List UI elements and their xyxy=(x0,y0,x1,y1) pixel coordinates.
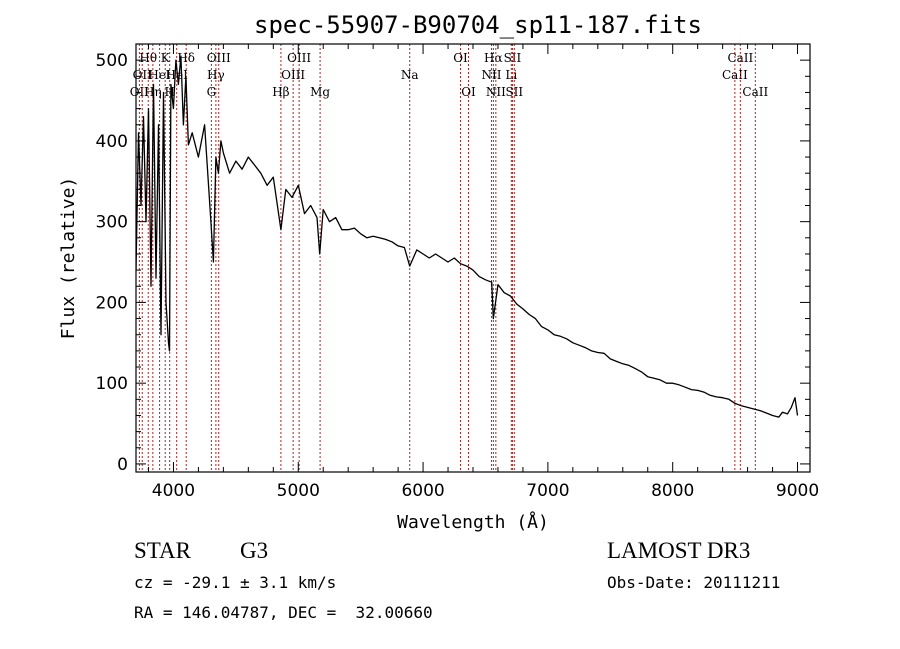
line-marker-label: Hγ xyxy=(207,68,225,82)
y-tick-label: 400 xyxy=(96,132,128,152)
x-axis-label: Wavelength (Å) xyxy=(397,511,549,533)
line-marker-label: OIII xyxy=(281,68,305,82)
x-tick-label: 7000 xyxy=(526,481,569,501)
redshift-velocity: cz = -29.1 ± 3.1 km/s xyxy=(134,573,337,592)
x-tick-label: 8000 xyxy=(651,481,694,501)
line-marker-label: Hθ xyxy=(139,51,157,65)
line-marker-label: SII xyxy=(505,85,523,99)
line-marker-label: Mg xyxy=(310,85,330,99)
line-marker-label: H xyxy=(164,85,174,99)
line-marker-label: HeI xyxy=(148,68,171,82)
line-marker-label: K xyxy=(161,51,171,65)
y-tick-label: 0 xyxy=(117,455,128,475)
plot-frame xyxy=(135,43,811,473)
line-marker-label: CaII xyxy=(722,68,748,82)
line-marker-label: G xyxy=(207,85,217,99)
line-marker-label: NII xyxy=(486,85,506,99)
line-marker-label: OIII xyxy=(287,51,311,65)
x-tick-label: 6000 xyxy=(401,481,444,501)
spectrum-line xyxy=(136,55,799,418)
line-marker-label: Hα xyxy=(484,51,503,65)
survey-label: LAMOST DR3 xyxy=(607,538,751,563)
observation-date: Obs-Date: 20111211 xyxy=(607,573,781,592)
y-tick-label: 500 xyxy=(96,51,128,71)
sky-coordinates: RA = 146.04787, DEC = 32.00660 xyxy=(134,603,433,622)
line-marker-label: Li xyxy=(505,68,517,82)
object-subclass: G3 xyxy=(240,538,269,563)
x-tick-label: 9000 xyxy=(776,481,819,501)
line-marker-label: CaII xyxy=(742,85,768,99)
line-marker-label: OII xyxy=(133,68,153,82)
line-marker-label: Hβ xyxy=(272,85,289,99)
line-marker-label: Hδ xyxy=(177,51,195,65)
chart-title: spec-55907-B90704_sp11-187.fits xyxy=(254,11,702,39)
x-tick-label: 5000 xyxy=(277,481,320,501)
line-marker-label: CaII xyxy=(727,51,753,65)
y-tick-label: 200 xyxy=(96,293,128,313)
line-marker-label: SII xyxy=(504,51,522,65)
line-marker-label: OI xyxy=(461,85,476,99)
y-tick-label: 300 xyxy=(96,213,128,233)
line-marker-label: NII xyxy=(481,68,501,82)
line-marker-label: Na xyxy=(401,68,419,82)
line-marker-label: OI xyxy=(453,51,468,65)
x-tick-label: 4000 xyxy=(152,481,195,501)
line-marker-label: OIII xyxy=(207,51,231,65)
y-axis-label: Flux (relative) xyxy=(58,177,79,340)
y-tick-label: 100 xyxy=(96,374,128,394)
object-class: STAR xyxy=(134,538,191,563)
